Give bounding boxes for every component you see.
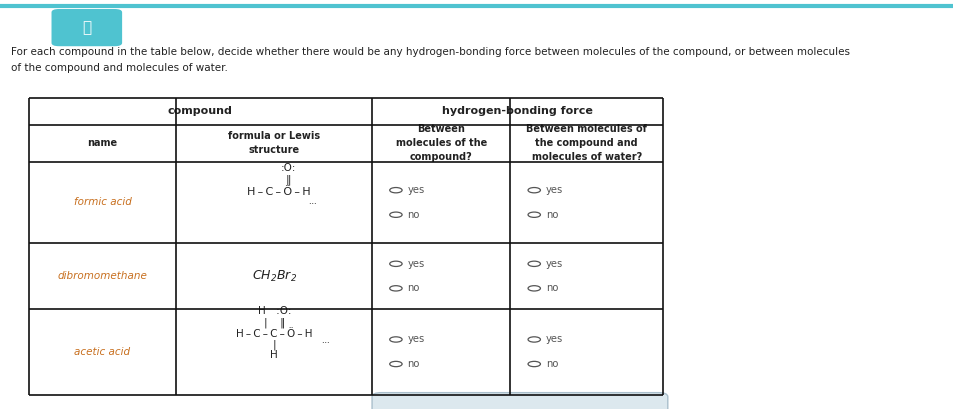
FancyBboxPatch shape <box>51 9 122 46</box>
Text: yes: yes <box>407 185 424 195</box>
Text: ↺: ↺ <box>551 404 564 409</box>
Text: no: no <box>407 283 419 293</box>
Text: ⋯: ⋯ <box>321 338 328 347</box>
Text: dibromomethane: dibromomethane <box>57 271 148 281</box>
Text: yes: yes <box>407 335 424 344</box>
Text: no: no <box>407 359 419 369</box>
Text: name: name <box>88 138 117 148</box>
Text: H – C – Ö – H: H – C – Ö – H <box>247 187 311 197</box>
Text: :O:: :O: <box>280 163 296 173</box>
Text: $\mathregular{CH_2Br_2}$: $\mathregular{CH_2Br_2}$ <box>252 269 296 283</box>
Text: acetic acid: acetic acid <box>74 347 131 357</box>
Text: of the compound and molecules of water.: of the compound and molecules of water. <box>11 63 228 73</box>
Text: ×: × <box>465 404 478 409</box>
Text: ⤵: ⤵ <box>82 20 91 35</box>
Text: hydrogen-bonding force: hydrogen-bonding force <box>441 106 593 117</box>
Text: yes: yes <box>545 185 562 195</box>
Text: For each compound in the table below, decide whether there would be any hydrogen: For each compound in the table below, de… <box>11 47 849 57</box>
Text: ⋯: ⋯ <box>308 199 314 208</box>
Text: no: no <box>407 210 419 220</box>
Text: no: no <box>545 283 558 293</box>
Text: |  ‖: | ‖ <box>263 317 285 328</box>
Text: Between
molecules of the
compound?: Between molecules of the compound? <box>395 124 486 162</box>
Text: yes: yes <box>545 259 562 269</box>
Text: compound: compound <box>168 106 233 117</box>
Text: formula or Lewis
structure: formula or Lewis structure <box>228 131 320 155</box>
Text: ‖: ‖ <box>286 175 291 185</box>
Text: yes: yes <box>545 335 562 344</box>
Text: no: no <box>545 210 558 220</box>
Text: |: | <box>273 339 275 350</box>
Text: H :O:: H :O: <box>257 306 291 316</box>
Text: formic acid: formic acid <box>73 198 132 207</box>
Text: no: no <box>545 359 558 369</box>
Text: H – C – C – Ö – H: H – C – C – Ö – H <box>235 329 313 339</box>
Text: Between molecules of
the compound and
molecules of water?: Between molecules of the compound and mo… <box>526 124 646 162</box>
Text: yes: yes <box>407 259 424 269</box>
FancyBboxPatch shape <box>372 393 667 409</box>
Text: H: H <box>270 350 278 360</box>
